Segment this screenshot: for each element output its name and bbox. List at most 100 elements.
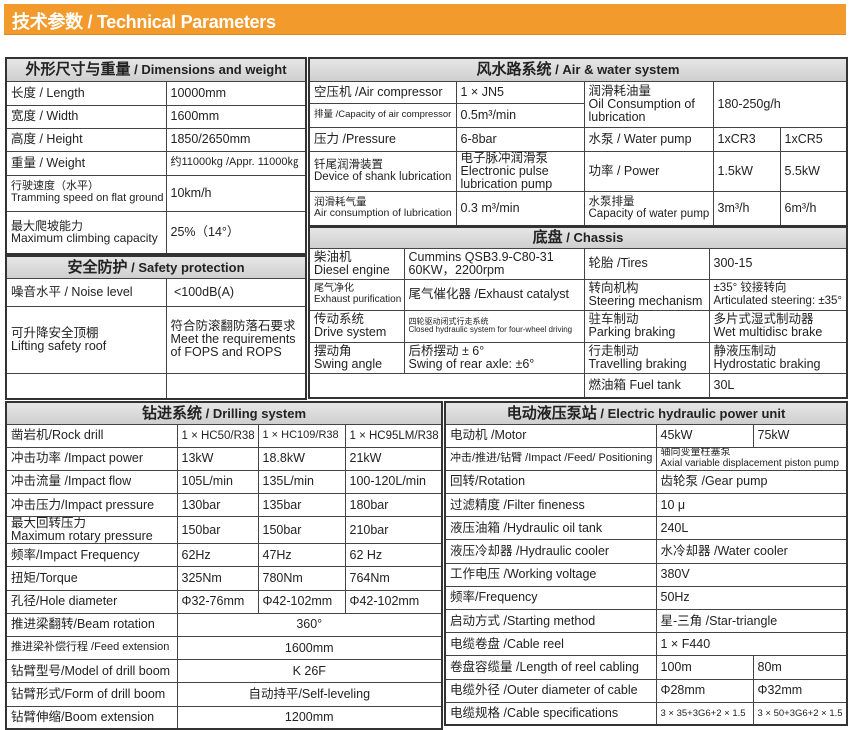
param-value: 水泵 / Water pump [583, 126, 714, 152]
param-value: 行走制动 Travelling braking [583, 341, 710, 374]
table-row: 扭矩/Torque 325Nm 780Nm 764Nm [5, 566, 443, 591]
param-label: 钻臂形式/Form of drill boom [5, 682, 178, 707]
param-value: 静液压制动 Hydrostatic braking [708, 341, 848, 374]
param-value: 燃油箱 Fuel tank [583, 372, 710, 399]
param-value: 62 Hz [344, 543, 443, 568]
param-value: 水泵排量 Capacity of water pump [583, 190, 714, 227]
param-value: 3 × 35+3G6+2 × 1.5 [655, 701, 754, 726]
param-label: 凿岩机/Rock drill [5, 423, 178, 448]
param-value: 300-15 [708, 247, 848, 280]
table-row: 电动机 /Motor 45kW 75kW [444, 423, 848, 448]
param-value: 尾气催化器 /Exhaust catalyst [403, 278, 585, 311]
param-value: 47Hz [257, 543, 346, 568]
param-value: 1 × HC95LM/R38 [344, 423, 443, 448]
table-row: 液压冷却器 /Hydraulic cooler 水冷却器 /Water coole… [444, 539, 848, 564]
param-value: 星-三角 /Star-triangle [655, 608, 848, 634]
section-header: 底盘 / Chassis [308, 226, 848, 249]
table-row: 过滤精度 /Filter fineness 10 μ [444, 493, 848, 518]
param-value: 75kW [752, 423, 848, 448]
param-label: 噪音水平 / Noise level [5, 277, 167, 307]
param-value: 1 × HC50/R38 [176, 423, 259, 448]
param-value: 齿轮泵 /Gear pump [655, 469, 848, 495]
table-row: 孔径/Hole diameter Φ32-76mm Φ42-102mm Φ42-102… [5, 589, 443, 614]
param-value: 764Nm [344, 566, 443, 591]
param-value: <100dB(A) [165, 277, 307, 307]
param-value: 150bar [176, 516, 259, 545]
param-value: 转向机构 Steering mechanism [583, 278, 710, 311]
param-label: 冲击功率 /Impact power [5, 446, 178, 471]
param-label: 压力 /Pressure [308, 126, 457, 152]
param-label: 摆动角 Swing angle [308, 341, 405, 374]
param-label: 钎尾润滑装置 Device of shank lubrication [308, 150, 457, 192]
table-row: 尾气净化 Exhaust purification 尾气催化器 /Exhaust … [308, 278, 848, 311]
table-row: 重量 / Weight 约11000kg /Appr. 11000㎏ [5, 150, 307, 176]
param-label: 电缆规格 /Cable specifications [444, 701, 657, 726]
param-label: 排量 /Capacity of air compressor [308, 102, 457, 128]
param-value: 1 × F440 [655, 632, 848, 657]
param-label: 工作电压 /Working voltage [444, 562, 657, 587]
section-title-en: / Drilling system [201, 405, 307, 421]
param-value: 150bar [257, 516, 346, 545]
param-value: 0.5m³/min [455, 102, 585, 128]
param-label: 可升降安全顶棚 Lifting safety roof [5, 305, 167, 374]
table-row: 钎尾润滑装置 Device of shank lubrication 电子脉冲润滑… [308, 150, 848, 192]
table-row: 柴油机 Diesel engine Cummins QSB3.9-C80-31 6… [308, 247, 848, 280]
param-value: 四轮驱动闭式行走系统 Closed hydraulic system for f… [403, 309, 585, 343]
param-label: 电动机 /Motor [444, 423, 657, 448]
section-title-cn: 电动液压泵站 [506, 404, 597, 422]
param-value: 180bar [344, 493, 443, 518]
table-row: 电缆外径 /Outer diameter of cable Φ28mm Φ32mm [444, 678, 848, 703]
param-value: 135bar [257, 493, 346, 518]
param-label [5, 372, 167, 400]
param-label: 钻臂型号/Model of drill boom [5, 659, 178, 684]
table-row: 传动系统 Drive system 四轮驱动闭式行走系统 Closed hydra… [308, 309, 848, 343]
param-value: 功率 / Power [583, 150, 714, 192]
table-row: 最大回转压力 Maximum rotary pressure 150bar 150b… [5, 516, 443, 545]
param-value: 1 × JN5 [455, 80, 585, 104]
param-value: 1600mm [165, 104, 307, 129]
table-row: 钻臂型号/Model of drill boom K 26F [5, 659, 443, 684]
param-value: Φ28mm [655, 678, 754, 703]
param-value: 1.5kW [712, 150, 781, 192]
param-label: 柴油机 Diesel engine [308, 247, 405, 280]
table-row: 燃油箱 Fuel tank 30L [308, 372, 848, 399]
param-value: 210bar [344, 516, 443, 545]
param-label: 最大回转压力 Maximum rotary pressure [5, 516, 178, 545]
section-header: 钻进系统 / Drilling system [5, 401, 443, 425]
section-title-cn: 底盘 [532, 229, 563, 247]
param-value: 130bar [176, 493, 259, 518]
param-label: 孔径/Hole diameter [5, 589, 178, 614]
param-value: 约11000kg /Appr. 11000㎏ [165, 150, 307, 176]
param-value: ±35° 铰接转向 Articulated steering: ±35° [708, 278, 848, 311]
table-row: 润滑耗气量 Air consumption of lubrication 0.3 … [308, 190, 848, 227]
param-value: Φ32mm [752, 678, 848, 703]
param-label: 长度 / Length [5, 80, 167, 106]
safety-table: 安全防护 / Safety protection 噪音水平 / Noise lev… [5, 255, 308, 400]
section-header: 风水路系统 / Air & water system [308, 57, 848, 82]
param-value: 1xCR3 [712, 126, 781, 152]
param-label: 行驶速度（水平） Tramming speed on flat ground [5, 174, 167, 212]
table-row: 冲击压力/Impact pressure 130bar 135bar 180bar [5, 493, 443, 518]
param-value: Φ42-102mm [344, 589, 443, 614]
section-title-en: / Dimensions and weight [130, 62, 287, 78]
param-label: 宽度 / Width [5, 104, 167, 129]
section-title-en: / Electric hydraulic power unit [596, 405, 786, 421]
table-row: 冲击功率 /Impact power 13kW 18.8kW 21kW [5, 446, 443, 471]
table-row: 噪音水平 / Noise level <100dB(A) [5, 277, 307, 307]
param-value: 360° [176, 612, 443, 638]
param-value: Cummins QSB3.9-C80-31 60KW，2200rpm [403, 247, 585, 280]
table-row: 电缆规格 /Cable specifications 3 × 35+3G6+2 ×… [444, 701, 848, 726]
param-value: 水冷却器 /Water cooler [655, 539, 848, 564]
param-label: 冲击压力/Impact pressure [5, 493, 178, 518]
table-row: 液压油箱 /Hydraulic oil tank 240L [444, 516, 848, 541]
param-label: 电缆外径 /Outer diameter of cable [444, 678, 657, 703]
table-row: 行驶速度（水平） Tramming speed on flat ground 10… [5, 174, 307, 212]
table-row: 压力 /Pressure 6-8bar 水泵 / Water pump 1xCR3 1x… [308, 126, 848, 152]
section-header: 电动液压泵站 / Electric hydraulic power unit [444, 401, 848, 425]
param-value: 0.3 m³/min [455, 190, 585, 227]
section-title-en: / Chassis [562, 230, 624, 246]
param-label: 液压冷却器 /Hydraulic cooler [444, 539, 657, 564]
section-title-en: / Safety protection [127, 259, 245, 275]
param-value: 6m³/h [779, 190, 848, 227]
param-label: 液压油箱 /Hydraulic oil tank [444, 516, 657, 541]
